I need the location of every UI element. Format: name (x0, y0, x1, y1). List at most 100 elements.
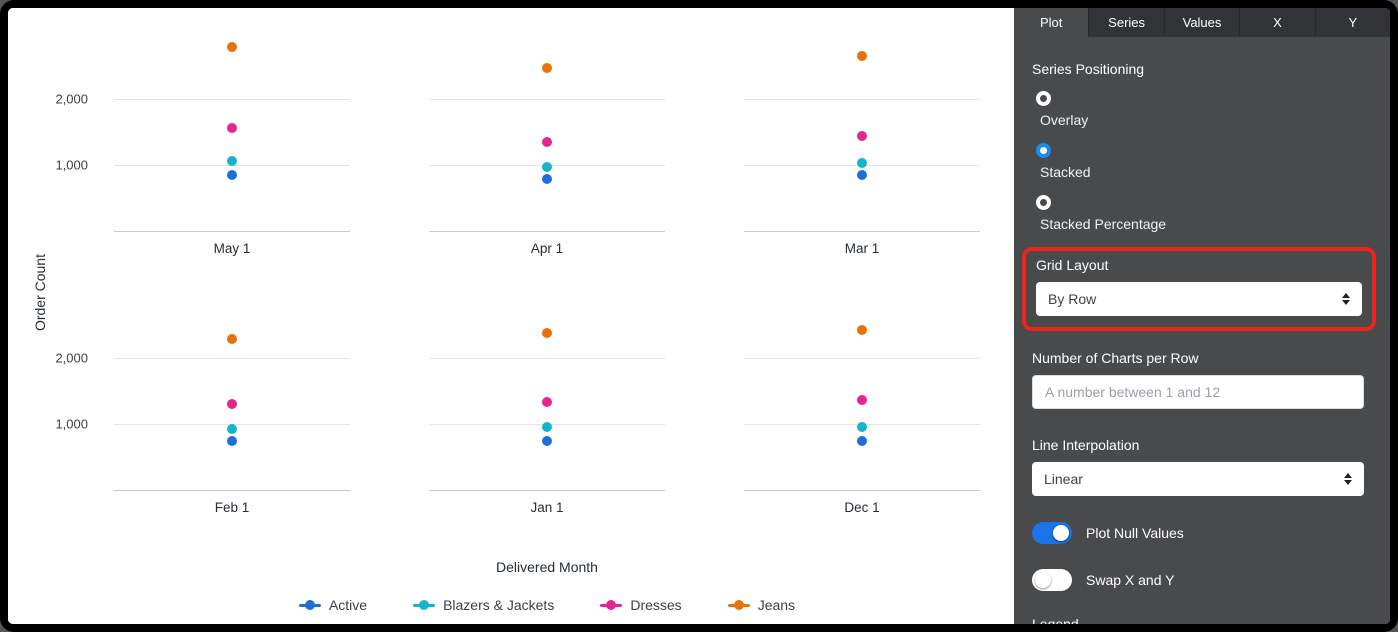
data-point-jeans (857, 324, 867, 335)
radio-label-overlay: Overlay (1040, 112, 1089, 128)
select-sort-arrows-icon (1342, 293, 1350, 305)
x-tick-label: Mar 1 (844, 241, 880, 256)
mini-chart-feb-1: 1,000 2,000 Feb 1 (55, 299, 350, 520)
radio-option-overlay[interactable]: Overlay (1032, 91, 1364, 130)
annotation-highlight-box: Grid Layout By Row (1022, 247, 1376, 331)
mini-chart-apr-1: Apr 1 (429, 40, 665, 261)
toggle-knob (1035, 572, 1051, 588)
small-multiples-grid: 1,000 2,000 May 1 Apr 1 Mar 1 1,000 2,000 Feb 1… (55, 40, 1014, 520)
select-sort-arrows-icon (1344, 473, 1352, 485)
grid-layout-select[interactable]: By Row (1036, 282, 1362, 316)
gridline-2000 (429, 358, 665, 360)
y-axis-title: Order Count (32, 254, 48, 332)
legend-label: Dresses (630, 597, 682, 613)
data-point-active (542, 173, 552, 184)
x-axis-title: Delivered Month (496, 559, 598, 575)
data-point-dresses (542, 137, 552, 148)
x-tick-label: Apr 1 (530, 241, 564, 256)
toggle-label-plot-null-values: Plot Null Values (1086, 525, 1184, 541)
x-tick-label: Dec 1 (844, 500, 880, 515)
legend-marker-icon (298, 600, 321, 610)
legend-dot (419, 600, 430, 610)
data-point-jeans (542, 327, 552, 338)
legend-dot (733, 600, 744, 610)
legend-marker-icon (600, 600, 623, 610)
legend-item-active[interactable]: Active (298, 597, 368, 613)
legend-section-label: Legend (1032, 616, 1079, 624)
gridline-2000 (744, 358, 980, 360)
data-point-dresses (857, 131, 867, 142)
radio-option-stacked[interactable]: Stacked (1032, 143, 1364, 182)
data-point-active (227, 170, 237, 181)
tab-series[interactable]: Series (1088, 8, 1163, 37)
legend-item-dresses[interactable]: Dresses (600, 597, 682, 613)
toggle-row-plot-null-values[interactable]: Plot Null Values (1032, 522, 1364, 544)
legend-item-jeans[interactable]: Jeans (727, 597, 795, 613)
data-point-jeans (227, 334, 237, 345)
radio-icon-overlay[interactable] (1036, 91, 1051, 106)
y-tick-label: 1,000 (55, 157, 88, 173)
legend-dot (304, 600, 315, 610)
legend-marker-icon (727, 600, 750, 610)
plot-area-apr-1 (429, 40, 665, 232)
toggle-switch-swap-x-and-y[interactable] (1032, 569, 1072, 591)
plot-area-may-1: 1,000 2,000 (55, 40, 350, 232)
x-tick-label: Jan 1 (530, 500, 564, 515)
radio-label-stacked-percentage: Stacked Percentage (1040, 216, 1167, 232)
data-point-active (542, 435, 552, 446)
data-point-blazers-jackets (227, 155, 237, 166)
grid-layout-value: By Row (1048, 291, 1097, 307)
gridline-2000 (744, 99, 980, 101)
line-interpolation-select[interactable]: Linear (1032, 462, 1364, 496)
chart-canvas: Order Count 1,000 2,000 May 1 Apr 1 Mar 1 1,0… (8, 8, 1014, 624)
mini-chart-may-1: 1,000 2,000 May 1 (55, 40, 350, 261)
data-point-active (857, 170, 867, 181)
vis-config-panel: Plot Series Values X Y Series Positioning Ov… (1014, 8, 1390, 624)
legend-marker-icon (413, 600, 436, 610)
data-point-dresses (857, 395, 867, 406)
radio-icon-stacked-percentage[interactable] (1036, 195, 1051, 210)
legend-item-blazers-jackets[interactable]: Blazers & Jackets (413, 597, 554, 613)
gridline-2000 (429, 99, 665, 101)
x-tick-label: May 1 (213, 241, 251, 256)
charts-per-row-label: Number of Charts per Row (1032, 350, 1199, 366)
plot-area-feb-1: 1,000 2,000 (55, 299, 350, 491)
y-tick-label: 2,000 (55, 350, 88, 366)
plot-area-jan-1 (429, 299, 665, 491)
data-point-dresses (542, 397, 552, 408)
charts-per-row-input[interactable] (1032, 375, 1364, 409)
data-point-blazers-jackets (542, 162, 552, 173)
series-positioning-radio-group: Overlay Stacked Stacked Percentage (1032, 91, 1364, 234)
mini-chart-jan-1: Jan 1 (429, 299, 665, 520)
toggle-row-swap-x-and-y[interactable]: Swap X and Y (1032, 569, 1364, 591)
data-point-dresses (227, 398, 237, 409)
data-point-blazers-jackets (542, 422, 552, 433)
data-point-jeans (857, 51, 867, 62)
grid-layout-label: Grid Layout (1036, 257, 1109, 273)
data-point-active (857, 435, 867, 446)
data-point-jeans (542, 62, 552, 73)
mini-chart-dec-1: Dec 1 (744, 299, 980, 520)
radio-option-stacked-percentage[interactable]: Stacked Percentage (1032, 195, 1364, 234)
plot-area-dec-1 (744, 299, 980, 491)
series-positioning-label: Series Positioning (1032, 61, 1145, 77)
y-tick-label: 2,000 (55, 91, 88, 107)
toggle-group: Plot Null Values Swap X and Y (1032, 522, 1364, 591)
legend-label: Active (328, 597, 368, 613)
data-point-dresses (227, 123, 237, 134)
tab-values[interactable]: Values (1163, 8, 1239, 37)
tab-y[interactable]: Y (1314, 8, 1390, 37)
toggle-knob (1053, 525, 1069, 541)
gridline-1000 (114, 165, 350, 167)
tab-x[interactable]: X (1239, 8, 1314, 37)
toggle-switch-plot-null-values[interactable] (1032, 522, 1072, 544)
data-point-blazers-jackets (857, 157, 867, 168)
radio-icon-stacked[interactable] (1036, 143, 1051, 158)
chart-legend: Active Blazers & Jackets Dresses Jeans (114, 597, 980, 613)
tab-plot[interactable]: Plot (1014, 8, 1089, 37)
legend-dot (606, 600, 617, 610)
mini-chart-mar-1: Mar 1 (744, 40, 980, 261)
radio-label-stacked: Stacked (1040, 164, 1091, 180)
gridline-2000 (114, 358, 350, 360)
